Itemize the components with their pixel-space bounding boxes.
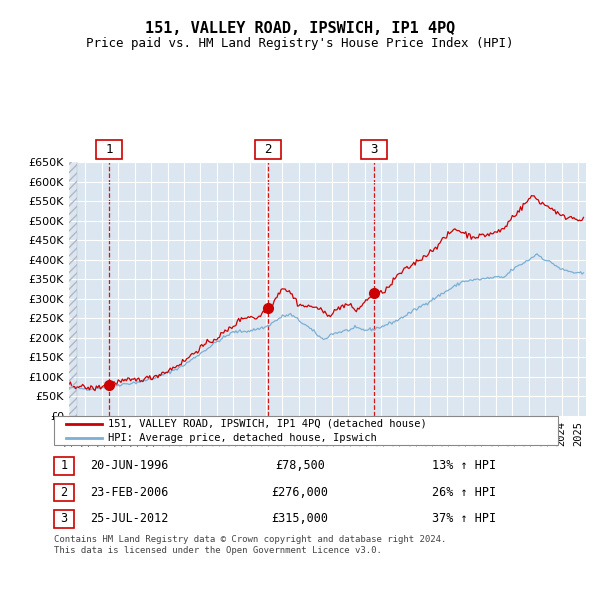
Text: 1: 1 [106,143,113,156]
Text: 3: 3 [61,512,67,526]
FancyBboxPatch shape [361,140,386,159]
Text: 20-JUN-1996: 20-JUN-1996 [90,459,169,473]
Text: 1: 1 [61,459,67,473]
Text: 2: 2 [61,486,67,499]
FancyBboxPatch shape [54,457,74,474]
Text: 2: 2 [265,143,272,156]
Text: Price paid vs. HM Land Registry's House Price Index (HPI): Price paid vs. HM Land Registry's House … [86,37,514,50]
FancyBboxPatch shape [54,510,74,527]
FancyBboxPatch shape [256,140,281,159]
FancyBboxPatch shape [54,484,74,502]
FancyBboxPatch shape [97,140,122,159]
Text: 23-FEB-2006: 23-FEB-2006 [90,486,169,499]
Text: 37% ↑ HPI: 37% ↑ HPI [432,512,496,526]
Text: 25-JUL-2012: 25-JUL-2012 [90,512,169,526]
Text: 13% ↑ HPI: 13% ↑ HPI [432,459,496,473]
Text: 26% ↑ HPI: 26% ↑ HPI [432,486,496,499]
Text: 151, VALLEY ROAD, IPSWICH, IP1 4PQ: 151, VALLEY ROAD, IPSWICH, IP1 4PQ [145,21,455,36]
Text: 3: 3 [370,143,377,156]
Text: HPI: Average price, detached house, Ipswich: HPI: Average price, detached house, Ipsw… [108,433,377,443]
FancyBboxPatch shape [54,416,558,445]
Text: £78,500: £78,500 [275,459,325,473]
Text: £315,000: £315,000 [271,512,329,526]
Text: 151, VALLEY ROAD, IPSWICH, IP1 4PQ (detached house): 151, VALLEY ROAD, IPSWICH, IP1 4PQ (deta… [108,419,427,429]
Text: Contains HM Land Registry data © Crown copyright and database right 2024.
This d: Contains HM Land Registry data © Crown c… [54,535,446,555]
Text: £276,000: £276,000 [271,486,329,499]
